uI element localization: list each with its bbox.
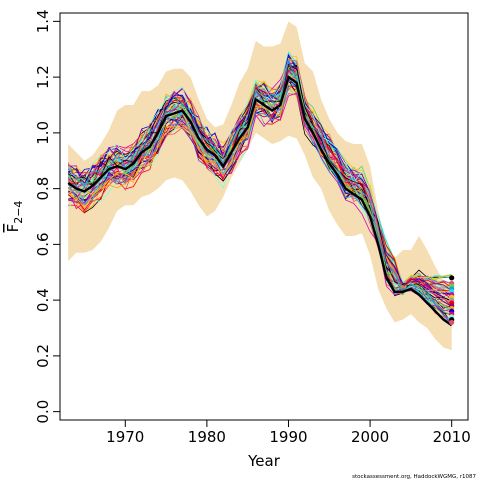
retro-series-line [68,93,452,309]
y-tick-label: 0.4 [34,288,52,312]
retro-series-line [68,66,453,324]
series-lines-layer [67,51,453,327]
current-assessment-line [67,75,453,327]
y-axis: 0.0 0.2 0.4 0.6 0.8 1.0 1.2 1.4 [34,9,61,424]
retro-series-line [67,67,452,295]
x-axis: 1970 1980 1990 2000 2010 [106,419,471,446]
credit-text: stockassessment.org, HaddockWGMG, r1087 [352,474,476,480]
retro-series-line [68,75,452,292]
y-tick-label: 0.8 [34,177,52,201]
y-axis-title-subscript: 2−4 [12,201,25,224]
x-tick-label: 1990 [269,428,307,446]
confidence-band [68,21,452,351]
retro-series-line [68,71,452,311]
y-tick-label: 1.4 [34,9,52,33]
svg-text:F2−4: F2−4 [4,201,25,233]
x-tick-label: 1970 [106,428,144,446]
x-tick-label: 2000 [351,428,389,446]
x-tick-label: 2010 [433,428,471,446]
end-point-marker [449,319,455,326]
x-tick-label: 1980 [188,428,226,446]
y-tick-label: 0.6 [34,232,52,256]
end-points-layer [449,275,455,326]
y-axis-title: F2−4 [4,201,25,233]
end-point-marker [449,275,455,281]
y-tick-label: 1.2 [34,65,52,89]
y-axis-title-main: F [4,224,22,233]
y-tick-label: 1.0 [34,121,52,145]
y-tick-label: 0.2 [34,344,52,368]
confidence-band-layer [68,21,452,351]
retro-series-line [67,65,452,291]
retro-series-line [67,59,452,312]
x-axis-title: Year [247,452,281,470]
retro-series-line [67,59,452,305]
retro-series-line [68,59,452,301]
y-tick-label: 0.0 [34,400,52,424]
